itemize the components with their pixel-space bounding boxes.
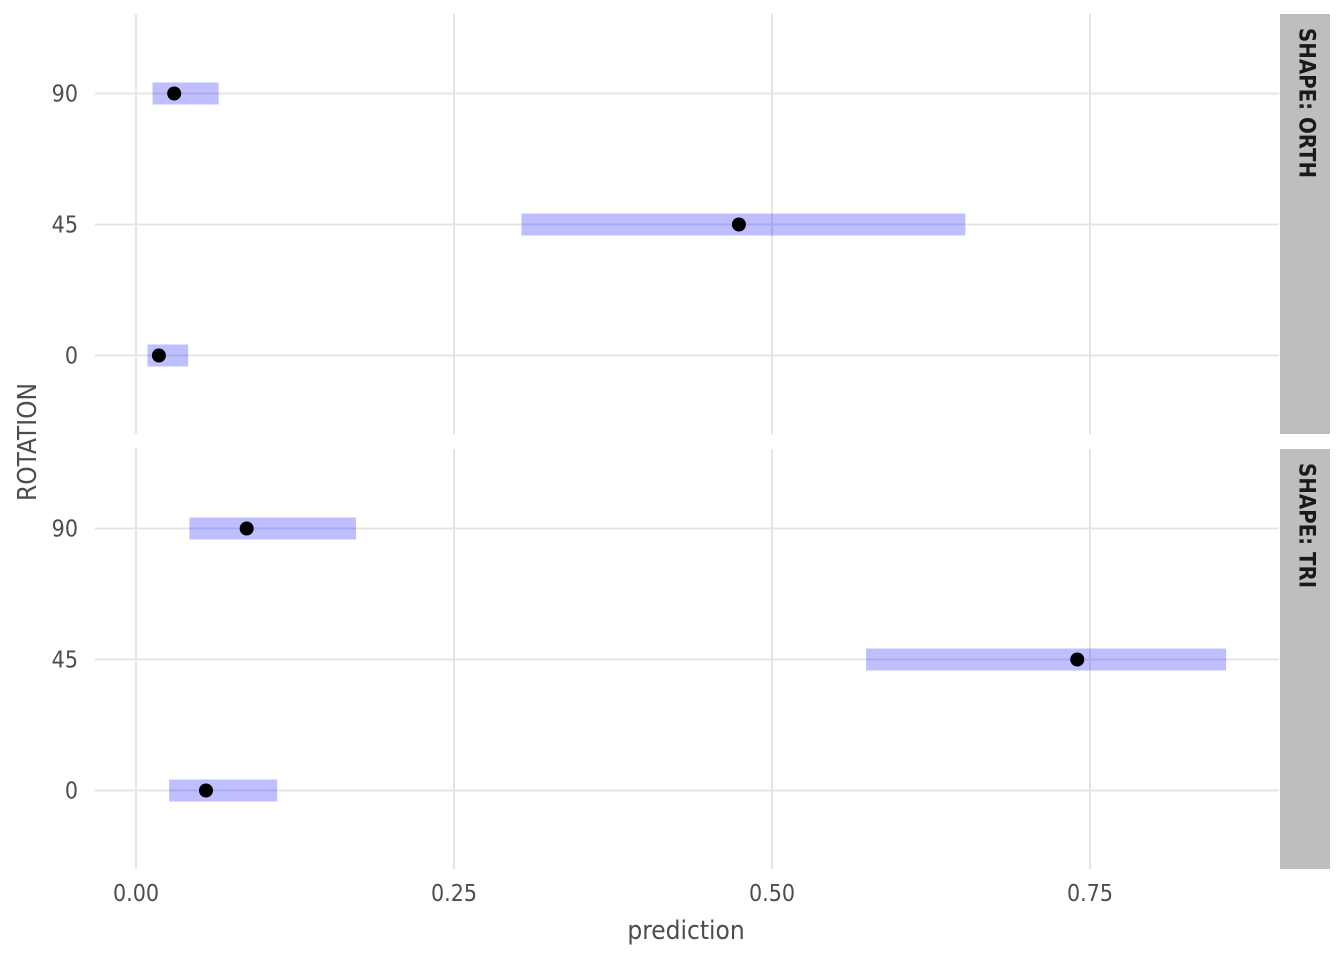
y-tick-label: 0 <box>65 344 78 370</box>
panel-2: 0 45 90 SHAPE: TRI <box>52 449 1330 869</box>
y-tick-label: 90 <box>52 517 78 543</box>
x-tick-label: 0.00 <box>113 881 159 907</box>
estimate-point <box>239 521 254 536</box>
interval-bar <box>866 648 1227 671</box>
panel-1: 0 45 90 SHAPE: ORTH <box>52 14 1330 434</box>
x-tick-label: 0.75 <box>1067 881 1113 907</box>
y-tick-label: 45 <box>52 213 78 239</box>
x-axis-title: prediction <box>627 916 744 946</box>
y-tick-label: 45 <box>52 648 78 674</box>
interval-bar <box>189 517 357 540</box>
facet-strip-label: SHAPE: ORTH <box>1294 28 1319 178</box>
y-tick-label: 90 <box>52 82 78 108</box>
facet-strip <box>1280 14 1330 434</box>
x-tick-label: 0.25 <box>431 881 477 907</box>
estimate-point <box>1070 652 1085 667</box>
interval-bar <box>152 82 219 105</box>
estimate-point <box>167 86 182 101</box>
y-tick-label: 0 <box>65 779 78 805</box>
facet-strip-label: SHAPE: TRI <box>1294 463 1319 588</box>
interval-bar <box>169 779 278 802</box>
estimate-point <box>198 783 213 798</box>
x-tick-label: 0.50 <box>749 881 795 907</box>
estimate-point <box>151 348 166 363</box>
facet-strip <box>1280 449 1330 869</box>
y-axis-title: ROTATION <box>13 383 43 501</box>
estimate-point <box>731 217 746 232</box>
